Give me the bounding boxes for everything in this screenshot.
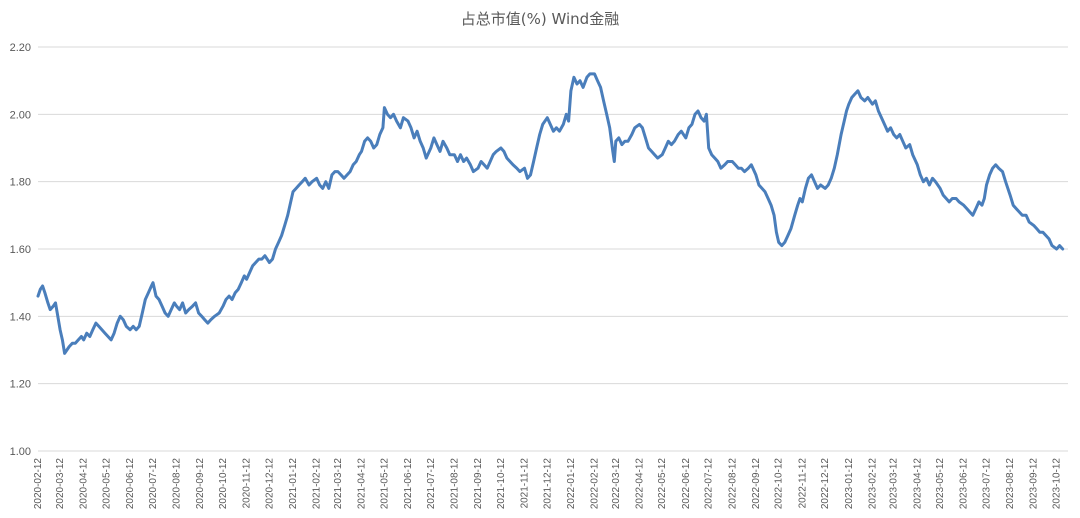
- x-tick-label: 2022-07-12: [704, 458, 715, 510]
- x-tick-label: 2021-05-12: [379, 458, 390, 510]
- x-tick-label: 2022-02-12: [589, 458, 600, 510]
- y-tick-label: 2.00: [10, 109, 31, 121]
- x-tick-label: 2022-04-12: [634, 458, 645, 510]
- x-axis-tick-labels: 2020-02-12 2020-03-12 2020-04-12 2020-05-12…: [33, 458, 1063, 510]
- x-tick-label: 2022-12-12: [820, 458, 831, 510]
- x-tick-label: 2020-02-12: [33, 458, 44, 510]
- x-tick-label: 2022-06-12: [681, 458, 692, 510]
- x-tick-label: 2020-06-12: [125, 458, 136, 510]
- x-tick-label: 2021-06-12: [403, 458, 414, 510]
- x-tick-label: 2023-09-12: [1029, 458, 1040, 510]
- x-tick-label: 2021-04-12: [357, 458, 368, 510]
- x-tick-label: 2021-02-12: [312, 458, 323, 510]
- x-tick-label: 2023-08-12: [1005, 458, 1016, 510]
- chart-title: 占总市值(%) Wind金融: [461, 10, 619, 28]
- x-tick-label: 2022-10-12: [774, 458, 785, 510]
- x-tick-label: 2021-12-12: [542, 458, 553, 510]
- x-tick-label: 2021-11-12: [519, 458, 530, 509]
- x-tick-label: 2022-01-12: [566, 458, 577, 510]
- y-tick-label: 1.40: [10, 311, 31, 323]
- x-tick-label: 2023-04-12: [912, 458, 923, 510]
- x-tick-label: 2020-08-12: [172, 458, 183, 510]
- series-layer: [36, 72, 1065, 355]
- x-tick-label: 2023-02-12: [867, 458, 878, 510]
- x-tick-label: 2023-07-12: [982, 458, 993, 510]
- y-axis-tick-labels: 1.00 1.20 1.40 1.60 1.80 2.00 2.20: [10, 42, 31, 458]
- x-tick-label: 2021-07-12: [426, 458, 437, 510]
- x-tick-label: 2021-09-12: [473, 458, 484, 510]
- x-tick-label: 2021-10-12: [496, 458, 507, 510]
- y-tick-label: 1.60: [10, 244, 31, 256]
- x-tick-label: 2022-11-12: [797, 458, 808, 509]
- gridlines: [38, 46, 1068, 452]
- x-tick-label: 2020-11-12: [242, 458, 253, 509]
- x-tick-label: 2020-03-12: [55, 458, 66, 510]
- y-tick-label: 1.20: [10, 379, 31, 391]
- x-tick-label: 2020-07-12: [148, 458, 159, 510]
- x-tick-label: 2023-01-12: [844, 458, 855, 510]
- x-tick-label: 2021-08-12: [449, 458, 460, 510]
- y-tick-label: 2.20: [10, 42, 31, 54]
- x-tick-label: 2021-03-12: [333, 458, 344, 510]
- x-tick-label: 2023-03-12: [889, 458, 900, 510]
- x-tick-label: 2022-08-12: [727, 458, 738, 510]
- x-tick-label: 2022-03-12: [611, 458, 622, 510]
- x-tick-label: 2023-05-12: [935, 458, 946, 510]
- x-tick-label: 2020-05-12: [102, 458, 113, 510]
- series-line: [36, 72, 1065, 355]
- x-tick-label: 2022-09-12: [751, 458, 762, 510]
- x-tick-label: 2023-06-12: [959, 458, 970, 510]
- x-tick-label: 2020-10-12: [218, 458, 229, 510]
- x-tick-label: 2020-12-12: [264, 458, 275, 510]
- x-tick-label: 2021-01-12: [288, 458, 299, 510]
- x-tick-label: 2020-04-12: [79, 458, 90, 510]
- x-tick-label: 2020-09-12: [195, 458, 206, 510]
- y-tick-label: 1.00: [10, 446, 31, 458]
- x-tick-label: 2023-10-12: [1052, 458, 1063, 510]
- y-tick-label: 1.80: [10, 177, 31, 189]
- x-tick-label: 2022-05-12: [657, 458, 668, 510]
